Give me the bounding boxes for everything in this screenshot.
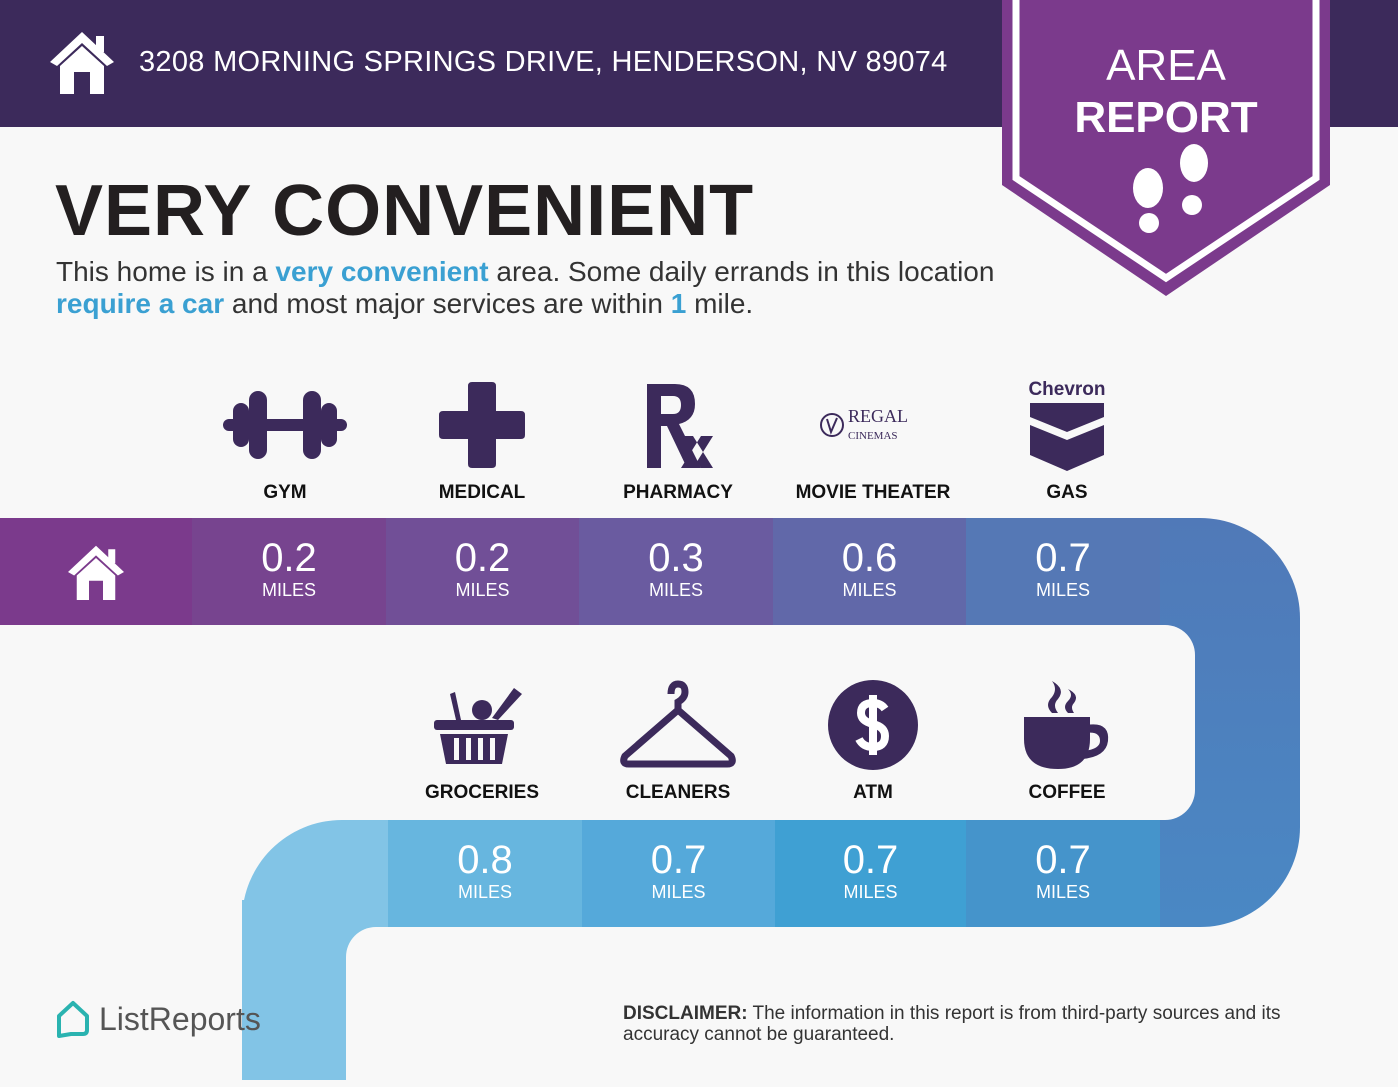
dumbbell-icon xyxy=(188,375,382,475)
svg-text:Chevron: Chevron xyxy=(1028,379,1105,400)
label-cleaners: CLEANERS xyxy=(625,782,731,803)
footprints-icon xyxy=(1133,144,1208,233)
home-icon xyxy=(50,32,114,94)
page-title: VERY CONVENIENT xyxy=(55,171,755,251)
label-gas: GAS xyxy=(1046,482,1088,503)
page-background-middle xyxy=(0,625,1195,820)
label-groceries: GROCERIES xyxy=(424,782,540,803)
coffee-icon xyxy=(970,675,1164,775)
property-address: 3208 MORNING SPRINGS DRIVE, HENDERSON, N… xyxy=(139,46,948,78)
label-pharmacy: PHARMACY xyxy=(623,482,733,503)
listreports-logo: ListReports xyxy=(55,1000,261,1038)
distance-gas: 0.7 MILES xyxy=(966,518,1160,625)
home-icon xyxy=(68,545,124,600)
chevron-logo: Chevron xyxy=(970,375,1164,475)
distance-atm: 0.7 MILES xyxy=(775,820,966,927)
svg-text:REGAL: REGAL xyxy=(848,406,908,426)
label-gym: GYM xyxy=(263,482,307,503)
dollar-icon xyxy=(776,675,970,775)
badge-line2: REPORT xyxy=(1074,93,1257,142)
medical-cross-icon xyxy=(385,375,579,475)
home-cell xyxy=(0,518,192,625)
label-coffee: COFFEE xyxy=(1028,782,1106,803)
grocery-basket-icon xyxy=(385,675,579,775)
label-movie-theater: MOVIE THEATER xyxy=(795,482,951,503)
regal-cinemas-logo: REGAL CINEMAS xyxy=(776,375,970,475)
distance-movie-theater: 0.6 MILES xyxy=(773,518,966,625)
distance-gym: 0.2 MILES xyxy=(192,518,386,625)
svg-text:CINEMAS: CINEMAS xyxy=(848,430,898,442)
hanger-icon xyxy=(581,675,775,775)
distance-pharmacy: 0.3 MILES xyxy=(579,518,773,625)
path-exit-column xyxy=(242,900,346,1080)
rx-icon xyxy=(581,375,775,475)
area-report-badge: AREA REPORT xyxy=(1002,0,1330,296)
page-background-lower xyxy=(346,927,1398,1087)
distance-groceries: 0.8 MILES xyxy=(388,820,582,927)
distance-cleaners: 0.7 MILES xyxy=(582,820,775,927)
disclaimer: DISCLAIMER: The information in this repo… xyxy=(623,1003,1281,1045)
listreports-logo-icon xyxy=(57,1001,89,1038)
distance-coffee: 0.7 MILES xyxy=(966,820,1160,927)
label-medical: MEDICAL xyxy=(438,482,526,503)
label-atm: ATM xyxy=(853,782,893,803)
distance-medical: 0.2 MILES xyxy=(386,518,579,625)
description: This home is in a very convenient area. … xyxy=(56,256,995,319)
badge-line1: AREA xyxy=(1106,41,1226,90)
